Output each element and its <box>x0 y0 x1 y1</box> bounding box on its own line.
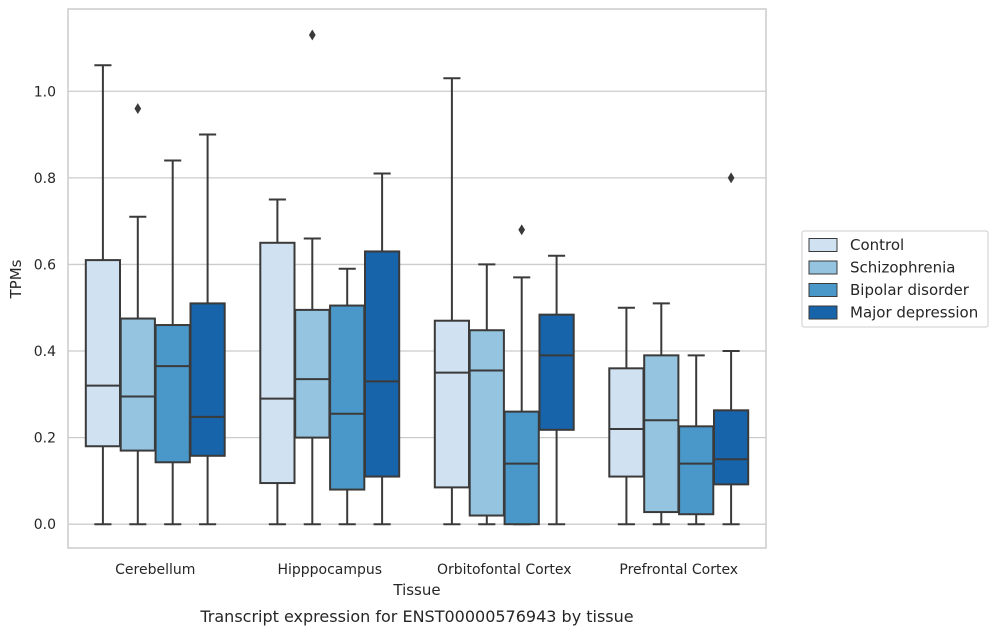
outlier-point <box>308 29 316 41</box>
box-control <box>84 64 122 526</box>
x-tick-label: Hipppocampus <box>277 562 382 578</box>
legend-label: Major depression <box>850 304 978 322</box>
box-bipolar-disorder <box>154 159 191 526</box>
box-body <box>84 259 122 448</box>
box-body <box>119 317 156 452</box>
legend-label: Bipolar disorder <box>850 281 970 299</box>
y-tick-label: 0.4 <box>34 344 56 360</box>
outlier-point <box>134 103 142 115</box>
box-major-depression <box>538 254 575 526</box>
box-plots <box>84 29 750 526</box>
legend: Control Schizophrenia Bipolar disorder Majo… <box>801 230 989 328</box>
box-bipolar-disorder <box>329 267 366 526</box>
x-tick-label: Cerebellum <box>115 562 195 578</box>
legend-frame <box>801 230 989 328</box>
box-control <box>259 198 296 526</box>
box-body <box>503 410 540 526</box>
y-tick-label: 0.2 <box>34 431 56 447</box>
y-axis-label: TPMs <box>7 259 25 299</box>
y-tick-label: 1.0 <box>34 84 56 100</box>
legend-swatch <box>808 283 838 297</box>
box-control <box>608 306 645 526</box>
box-bipolar-disorder <box>678 354 715 526</box>
box-major-depression <box>712 172 750 526</box>
x-tick-labels: Cerebellum Hipppocampus Orbitofontal Corte… <box>115 562 738 578</box>
box-schizophrenia <box>119 103 156 526</box>
x-tick-label: Prefrontal Cortex <box>619 562 738 578</box>
y-tick-label: 0.6 <box>34 257 56 273</box>
legend-swatch <box>808 260 838 275</box>
box-control <box>433 77 471 526</box>
box-schizophrenia <box>643 302 680 526</box>
box-body <box>538 313 575 431</box>
axes-frame <box>67 8 767 549</box>
box-schizophrenia <box>294 29 331 526</box>
box-body <box>154 324 191 464</box>
box-body <box>294 308 331 439</box>
box-body <box>608 367 645 478</box>
outlier-point <box>727 172 735 184</box>
x-tick-label: Orbitofontal Cortex <box>437 562 572 578</box>
box-body <box>643 354 680 514</box>
legend-swatch <box>808 305 838 320</box>
box-major-depression <box>363 172 401 526</box>
y-tick-label: 0.8 <box>34 171 56 187</box>
y-tick-labels: 0.0 0.2 0.4 0.6 0.8 1.0 <box>34 84 56 533</box>
box-major-depression <box>189 133 226 526</box>
box-body <box>329 304 366 491</box>
box-body <box>433 319 471 489</box>
box-bipolar-disorder <box>503 224 540 526</box>
box-body <box>189 302 226 457</box>
box-schizophrenia <box>468 263 505 526</box>
legend-swatch <box>808 238 838 252</box>
legend-label: Control <box>850 236 904 254</box>
box-body <box>468 329 505 517</box>
box-body <box>712 409 750 486</box>
x-axis-label: Tissue <box>392 581 440 599</box>
y-tick-label: 0.0 <box>34 517 56 533</box>
chart-caption: Transcript expression for ENST0000057694… <box>199 607 633 626</box>
legend-label: Schizophrenia <box>850 259 955 277</box>
box-body <box>259 241 296 485</box>
outlier-point <box>518 224 526 236</box>
box-body <box>678 425 715 516</box>
box-body <box>363 250 401 478</box>
